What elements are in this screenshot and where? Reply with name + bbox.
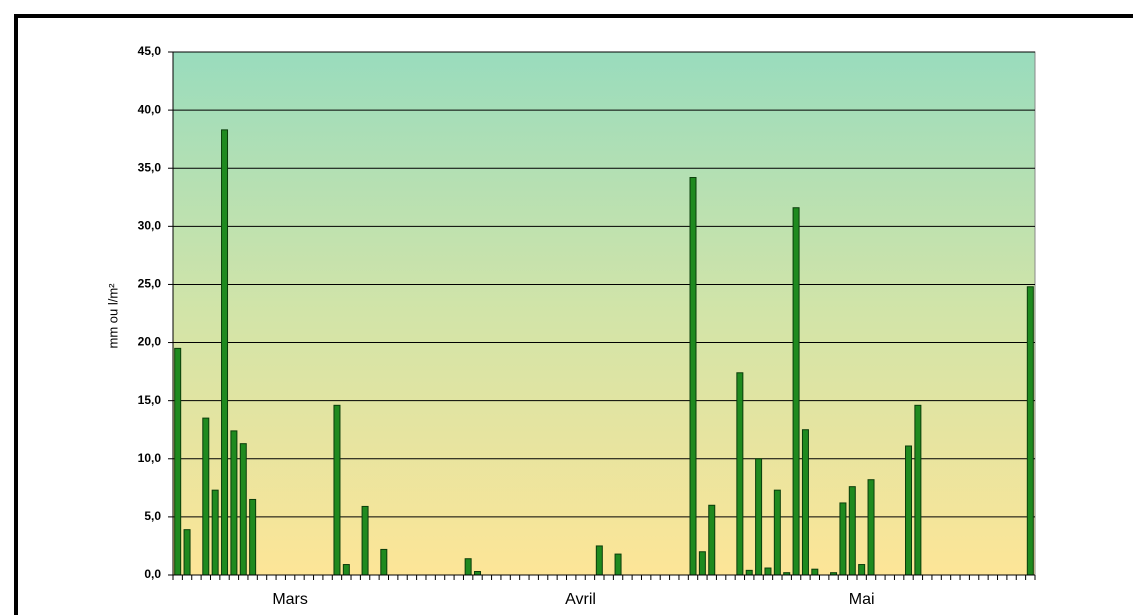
bar — [773, 489, 781, 576]
bar — [230, 430, 238, 576]
y-tick-label: 35,0 — [138, 160, 162, 174]
bar — [183, 529, 191, 576]
bar — [595, 545, 603, 576]
y-tick-label: 40,0 — [138, 102, 162, 116]
x-tick-label: Avril — [565, 591, 596, 608]
bar — [239, 443, 247, 576]
bar — [801, 429, 809, 576]
bar — [905, 445, 913, 576]
y-tick-label: 10,0 — [138, 451, 162, 465]
bar — [380, 548, 388, 576]
bar — [221, 129, 229, 576]
bar — [174, 347, 182, 576]
bar — [736, 372, 744, 576]
y-tick-label: 25,0 — [138, 277, 162, 291]
y-tick-label: 30,0 — [138, 219, 162, 233]
y-axis-label: mm ou l/m² — [105, 283, 120, 349]
y-tick-label: 20,0 — [138, 335, 162, 349]
y-tick-label: 15,0 — [138, 393, 162, 407]
bar — [764, 567, 772, 576]
y-tick-label: 45,0 — [138, 44, 162, 58]
bar — [249, 498, 257, 576]
bar — [689, 177, 697, 576]
bar — [792, 207, 800, 576]
bar — [755, 458, 763, 576]
bar — [211, 489, 219, 576]
x-tick-label: Mars — [272, 591, 308, 608]
bar — [464, 558, 472, 576]
bar — [839, 502, 847, 576]
bar — [848, 486, 856, 576]
y-tick-label: 0,0 — [144, 567, 161, 581]
bar — [914, 404, 922, 576]
x-tick-label: Mai — [849, 591, 875, 608]
bar — [202, 417, 210, 576]
bar — [811, 568, 819, 576]
frame-left — [14, 14, 18, 615]
bar — [745, 569, 753, 576]
bar — [361, 505, 369, 576]
frame-top — [14, 14, 1133, 18]
bar — [342, 564, 350, 576]
bar — [867, 479, 875, 576]
bar — [708, 504, 716, 576]
y-tick-label: 5,0 — [144, 509, 161, 523]
bar — [698, 551, 706, 576]
bar — [1026, 286, 1034, 576]
bar — [333, 404, 341, 576]
bar — [474, 571, 482, 576]
bar — [614, 553, 622, 576]
plot-area — [172, 51, 1036, 576]
bar — [858, 564, 866, 576]
